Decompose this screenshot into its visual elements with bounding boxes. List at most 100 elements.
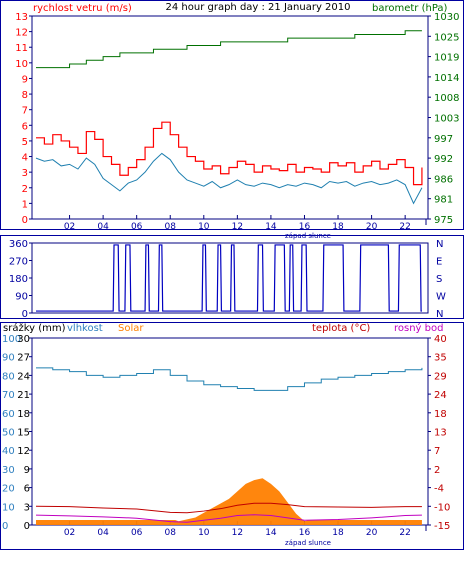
speed-line	[35, 152, 423, 205]
top-right-tick-label: 997	[434, 134, 453, 145]
top-right-tick-label: 1014	[434, 73, 459, 84]
rain-tick-label: 27	[17, 353, 30, 364]
bottom-x-tick-label: 22	[399, 528, 410, 538]
humidity-tick-label: 40	[2, 446, 15, 457]
top-x-tick-label: 06	[131, 222, 143, 232]
temperature-tick-label: 40	[434, 334, 447, 345]
top-right-tick-label: 992	[434, 154, 453, 165]
top-left-tick-label: 4	[22, 153, 28, 164]
bottom-x-annotation: západ slunce	[285, 539, 331, 547]
middle-left-tick-label: 270	[9, 257, 28, 268]
top-right-tick-label: 1030	[434, 12, 459, 23]
rain-tick-label: 3	[24, 502, 30, 513]
legend-dewpoint: rosný bod	[394, 322, 443, 334]
top-left-tick-label: 0	[22, 215, 28, 226]
top-right-tick-label: 1025	[434, 32, 459, 43]
top-plot-area	[31, 15, 429, 220]
temperature-tick-label: 13	[434, 428, 447, 439]
humidity-tick-label: 80	[2, 371, 15, 382]
top-x-tick-label: 18	[332, 222, 344, 232]
top-left-axis-label: rychlost vetru (m/s)	[33, 3, 132, 14]
middle-right-tick-label: W	[436, 292, 446, 303]
top-x-tick-label: 20	[366, 222, 378, 232]
top-left-tick-label: 2	[22, 184, 28, 195]
middle-left-tick-label: 180	[9, 274, 28, 285]
bottom-x-tick-label: 20	[366, 528, 378, 538]
bottom-x-tick-label: 02	[64, 528, 75, 538]
top-left-tick-label: 6	[22, 121, 28, 132]
series-layer	[35, 30, 423, 525]
top-x-tick-label: 16	[299, 222, 311, 232]
top-right-tick-label: 1008	[434, 93, 459, 104]
top-left-tick-label: 10	[15, 59, 28, 70]
top-left-tick-label: 5	[22, 137, 28, 148]
legend-humidity: vlhkost	[67, 323, 103, 334]
temperature-tick-label: 7	[434, 446, 440, 457]
top-right-tick-label: 975	[434, 215, 453, 226]
temperature-tick-label: -15	[434, 521, 450, 532]
top-right-tick-label: 981	[434, 195, 453, 206]
bottom-x-tick-label: 16	[299, 528, 311, 538]
direction-line	[36, 244, 422, 312]
temperature-line	[35, 502, 422, 514]
top-left-tick-label: 7	[22, 106, 28, 117]
humidity-tick-label: 10	[2, 502, 15, 513]
humidity-tick-label: 50	[2, 428, 15, 439]
middle-left-tick-label: 0	[22, 309, 28, 320]
top-left-tick-label: 3	[22, 168, 28, 179]
gust-line	[36, 121, 423, 186]
humidity-line	[36, 367, 423, 391]
legend-precip: srážky (mm)	[3, 322, 66, 334]
top-right-tick-label: 1003	[434, 114, 459, 125]
solar-area	[36, 478, 422, 525]
bottom-plot-area	[31, 337, 429, 526]
rain-tick-label: 9	[24, 465, 30, 476]
top-x-tick-label: 02	[64, 222, 75, 232]
temperature-tick-label: -10	[434, 502, 450, 513]
bottom-x-tick-label: 04	[97, 528, 109, 538]
top-axes: 0123456789101112139759819869929971003100…	[15, 12, 459, 232]
bottom-x-tick-label: 10	[198, 528, 210, 538]
rain-tick-label: 12	[17, 446, 30, 457]
middle-right-tick-label: N	[436, 239, 443, 250]
rain-tick-label: 21	[17, 390, 30, 401]
humidity-tick-label: 70	[2, 390, 15, 401]
rain-tick-label: 24	[17, 371, 30, 382]
top-x-tick-label: 08	[165, 222, 177, 232]
humidity-tick-label: 60	[2, 409, 15, 420]
legend-temperature: teplota (°C)	[312, 323, 370, 334]
top-x-annotation: západ slunce	[285, 232, 331, 240]
temperature-tick-label: -4	[434, 484, 444, 495]
top-x-tick-label: 22	[399, 222, 410, 232]
temperature-tick-label: 18	[434, 409, 447, 420]
pressure-line	[36, 30, 422, 69]
top-left-tick-label: 8	[22, 90, 28, 101]
dewpoint-line	[35, 514, 422, 523]
top-x-tick-label: 14	[265, 222, 277, 232]
top-left-tick-label: 12	[15, 28, 28, 39]
rain-tick-label: 18	[17, 409, 30, 420]
top-right-axis-label: barometr (hPa)	[372, 3, 448, 14]
chart-title: 24 hour graph day : 21 January 2010	[166, 2, 351, 13]
rain-tick-label: 0	[24, 521, 30, 532]
humidity-tick-label: 20	[2, 484, 15, 495]
top-right-tick-label: 986	[434, 174, 453, 185]
middle-right-tick-label: S	[436, 274, 442, 285]
top-left-tick-label: 11	[15, 43, 28, 54]
legend-solar: Solar	[118, 323, 144, 334]
top-x-tick-label: 12	[232, 222, 243, 232]
humidity-tick-label: 90	[2, 353, 15, 364]
rain-tick-label: 15	[17, 428, 30, 439]
top-x-tick-label: 04	[97, 222, 109, 232]
temperature-tick-label: 29	[434, 371, 447, 382]
temperature-tick-label: 2	[434, 465, 440, 476]
humidity-tick-label: 30	[2, 465, 15, 476]
rain-tick-label: 6	[24, 484, 30, 495]
top-right-tick-label: 1019	[434, 53, 459, 64]
humidity-tick-label: 100	[2, 334, 21, 345]
middle-right-tick-label: E	[436, 257, 442, 268]
bottom-x-tick-label: 18	[332, 528, 344, 538]
middle-left-tick-label: 90	[15, 292, 28, 303]
